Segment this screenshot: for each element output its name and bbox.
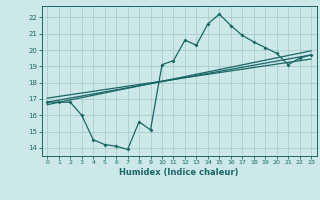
X-axis label: Humidex (Indice chaleur): Humidex (Indice chaleur) [119, 168, 239, 177]
